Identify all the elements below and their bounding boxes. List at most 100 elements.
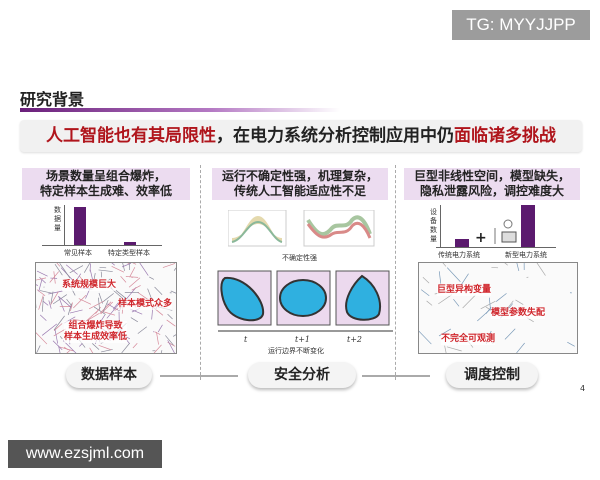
network-edge (460, 273, 469, 285)
network-edge (438, 271, 442, 284)
boundary-shape (345, 274, 381, 321)
network-edge (438, 328, 452, 337)
network-edge (420, 289, 430, 297)
uncertainty-band (306, 221, 372, 239)
column-divider (200, 165, 201, 380)
network-edge (516, 342, 525, 353)
category-label: 新型电力系统 (505, 251, 547, 259)
network-edge (128, 277, 141, 288)
heading-line: 特定样本生成难、效率低 (39, 184, 172, 198)
network-edge (122, 263, 125, 272)
caption: 运行边界不断变化 (268, 347, 324, 355)
plus-sign: + (475, 230, 487, 246)
y-axis (440, 205, 441, 247)
network-edge (99, 301, 112, 314)
network-edge (57, 295, 72, 308)
heading-line: 巨型非线性空间，模型缺失， (413, 169, 570, 183)
pill-security-analysis: 安全分析 (248, 362, 356, 388)
heading-line: 场景数量呈组合爆炸， (45, 169, 166, 183)
network-edge (536, 263, 546, 276)
network-edge (157, 324, 163, 333)
network-edge (38, 295, 44, 310)
callout-label: 系统规模巨大 (62, 280, 117, 291)
network-edge (442, 263, 447, 267)
network-edge (446, 267, 461, 282)
network-edge (166, 319, 176, 327)
network-edge (132, 342, 138, 349)
title-underline (20, 108, 340, 112)
network-edge (42, 300, 49, 306)
network-edge (53, 323, 63, 331)
network-edge (446, 346, 462, 352)
network-edge (567, 341, 575, 347)
network-edge (172, 334, 176, 337)
network-edge (39, 276, 46, 284)
network-edge (121, 342, 131, 353)
chart-ylabel: 数据量 (54, 206, 61, 232)
network-edge (50, 291, 54, 304)
network-edge (131, 285, 141, 291)
network-edge (438, 294, 453, 305)
heading-line: 运行不确定性强，机理复杂， (221, 169, 378, 183)
network-edge (73, 294, 87, 309)
network-edge (153, 344, 162, 353)
x-axis (436, 247, 556, 248)
network-edge (59, 336, 63, 340)
network-edge (154, 286, 163, 295)
network-edge (36, 289, 46, 297)
network-edge (48, 300, 52, 309)
network-edge (72, 319, 86, 322)
network-edge (154, 331, 161, 335)
renewable-devices-icon (494, 219, 517, 244)
network-edge (120, 275, 127, 283)
network-edge (504, 263, 508, 266)
network-edge (39, 314, 47, 321)
network-edge (92, 343, 100, 350)
network-edge (56, 263, 61, 267)
grid-network-image: 系统规模巨大 样本模式众多 组合爆炸导致 样本生成效率低 (35, 262, 177, 354)
x-axis (42, 245, 162, 246)
network-edge (162, 263, 176, 268)
boundary-shape (220, 276, 265, 322)
network-edge (139, 263, 149, 276)
network-edge (53, 271, 56, 284)
network-edge (83, 263, 91, 273)
network-edge (50, 291, 59, 305)
network-edge (153, 331, 155, 333)
network-edge (89, 347, 94, 353)
forecast-line (231, 220, 283, 243)
network-edge (69, 265, 84, 274)
column-heading-data: 场景数量呈组合爆炸， 特定样本生成难、效率低 (22, 168, 190, 200)
network-edge (52, 340, 63, 351)
network-edge (422, 276, 430, 284)
bar-new-system (521, 205, 535, 247)
network-edge (36, 277, 47, 281)
uncertainty-band (306, 215, 372, 237)
network-edge (88, 300, 105, 310)
network-edge (36, 332, 48, 345)
network-edge (49, 271, 59, 283)
pill-data-samples: 数据样本 (66, 362, 152, 388)
network-edge (100, 271, 103, 278)
network-edge (66, 350, 71, 353)
network-edge (506, 300, 514, 310)
network-edge (453, 298, 460, 307)
network-edge (115, 289, 126, 298)
network-edge (41, 323, 58, 336)
network-edge (36, 270, 48, 277)
boundary-shape (279, 279, 327, 317)
banner-part3: 面临诸多挑战 (454, 126, 556, 146)
network-edge (130, 317, 138, 323)
network-edge (167, 340, 175, 353)
network-edge (98, 269, 113, 272)
power-system-image: 巨型异构变量 模型参数失配 不完全可观测 (418, 262, 578, 354)
time-label: t+2 (347, 335, 363, 344)
network-edge (36, 345, 41, 353)
network-edge (419, 330, 432, 345)
network-edge (125, 287, 137, 300)
callout-label: 不完全可观测 (441, 334, 496, 345)
network-edge (38, 278, 43, 292)
network-edge (167, 313, 173, 320)
network-edge (67, 303, 72, 316)
network-edge (53, 315, 65, 331)
